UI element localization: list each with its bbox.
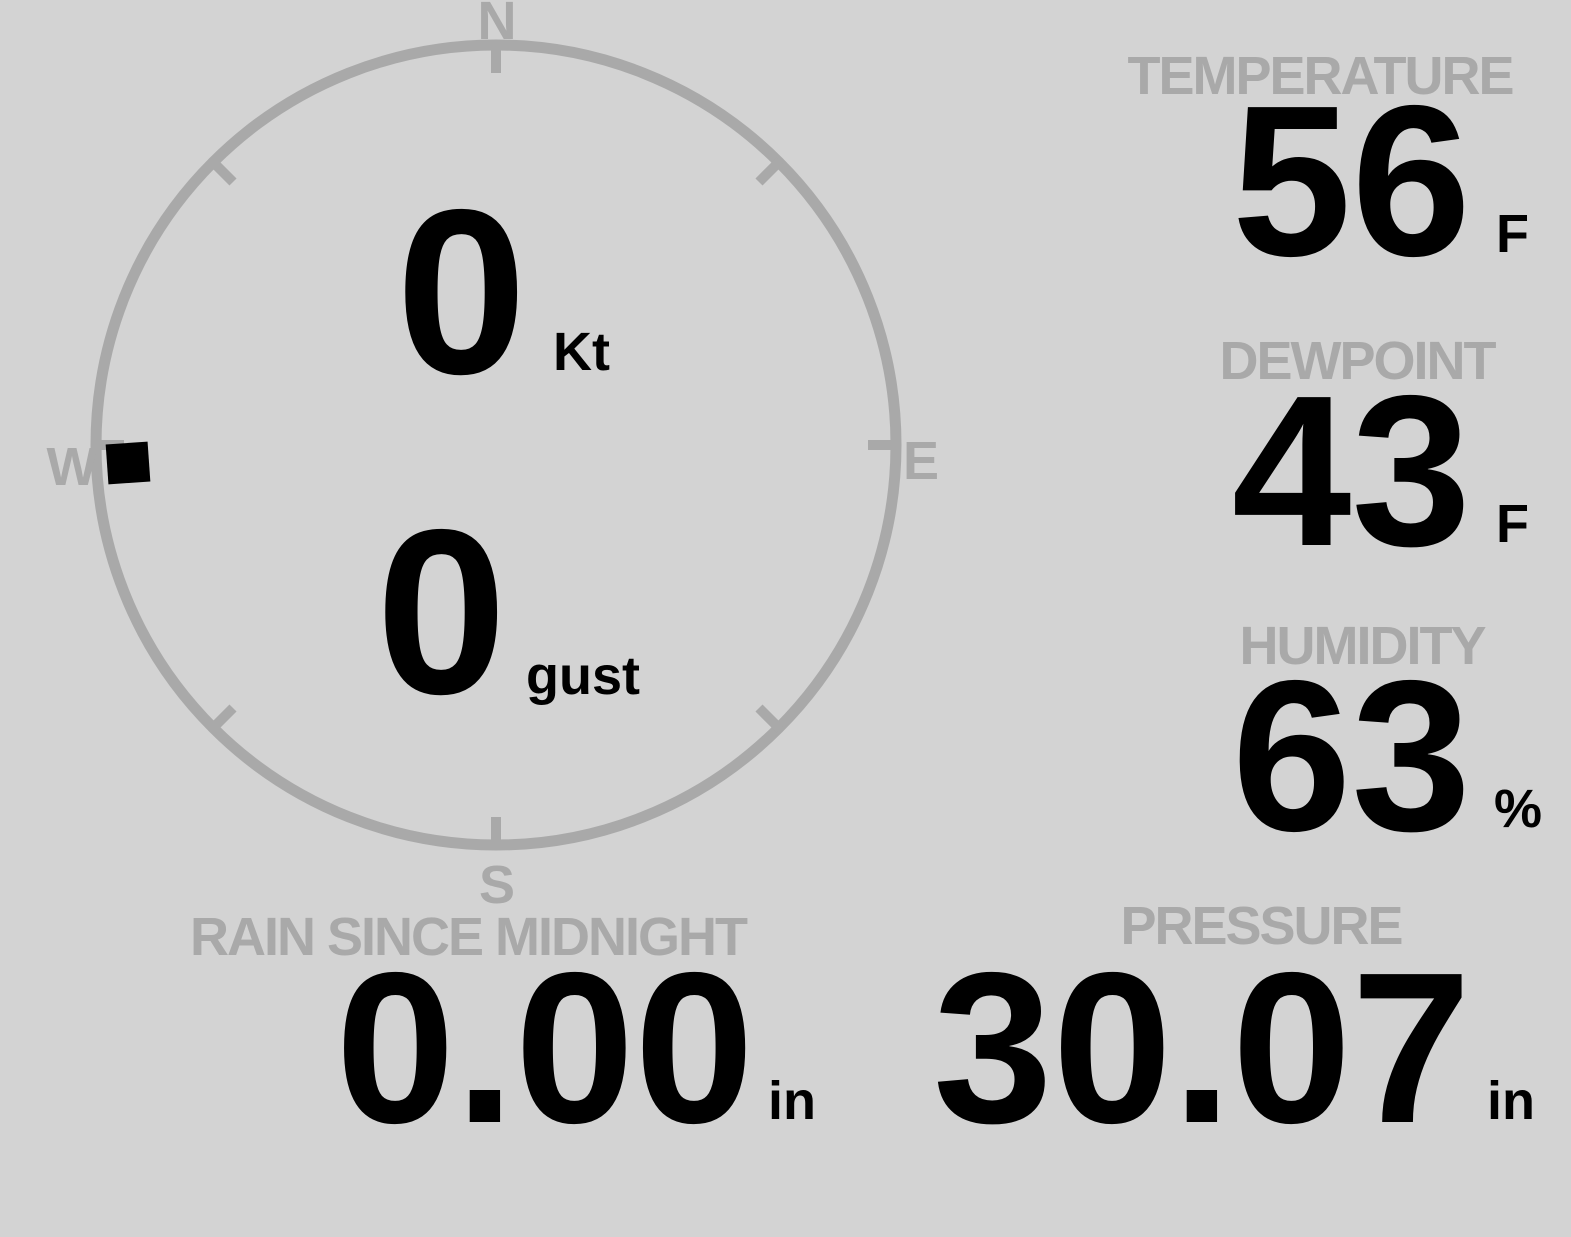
compass-label-south: S [478,855,516,915]
compass-label-west: W [46,437,98,497]
wind-direction-marker [105,441,151,485]
rain-value: 0.00 [335,927,754,1168]
compass-tick-sw [208,704,237,733]
rain-unit: in [768,1071,816,1131]
temperature-value: 56 [1231,60,1471,301]
wind-gust-unit: gust [526,646,640,706]
rain-label: RAIN SINCE MIDNIGHT [190,907,748,967]
pressure-label: PRESSURE [1120,896,1403,956]
wind-gust-value: 0 [376,480,507,743]
compass-label-east: E [902,431,940,491]
dewpoint-label: DEWPOINT [1219,331,1497,391]
pressure-unit: in [1487,1071,1535,1131]
compass-label-north: N [477,0,517,51]
temperature-unit: F [1496,204,1529,264]
humidity-unit: % [1494,779,1543,839]
wind-speed-value: 0 [396,160,527,423]
humidity-value: 63 [1231,635,1471,876]
wind-speed-unit: Kt [553,322,610,382]
compass-tick-nw [208,157,237,186]
humidity-label: HUMIDITY [1239,616,1487,676]
dewpoint-value: 43 [1231,350,1471,591]
temperature-label: TEMPERATURE [1127,46,1514,106]
compass-tick-ne [755,157,784,186]
pressure-value: 30.07 [932,927,1471,1168]
compass-tick-se [755,704,784,733]
dewpoint-unit: F [1496,494,1529,554]
